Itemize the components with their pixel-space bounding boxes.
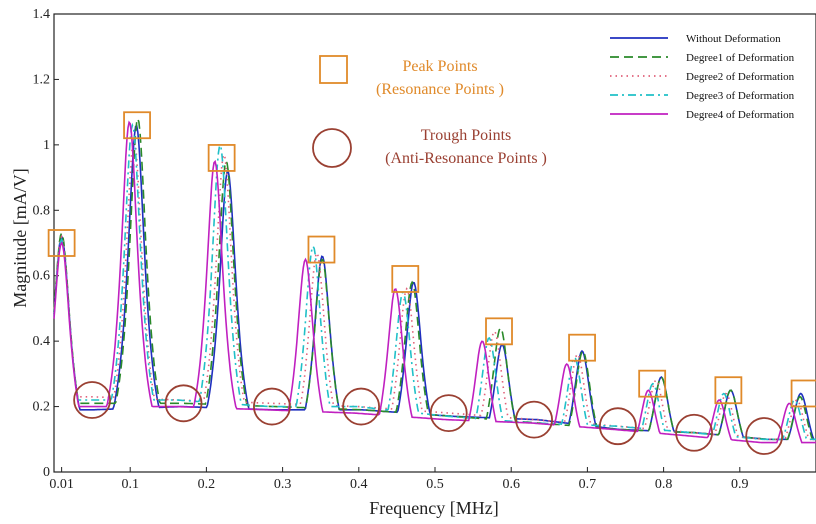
x-tick-label: 0.8 [655, 477, 673, 492]
trough-marker [342, 387, 380, 426]
x-tick-label: 0.1 [121, 477, 139, 492]
peak-marker [207, 144, 236, 172]
legend-label: Degree1 of Deformation [686, 52, 795, 64]
y-tick-label: 0 [43, 465, 50, 480]
y-tick-label: 1 [43, 138, 50, 153]
x-tick-label: 0.4 [350, 477, 368, 492]
y-tick-label: 0.4 [33, 334, 51, 349]
x-tick-label: 0.01 [49, 477, 74, 492]
marker-key: Peak Points (Resonance Points ) Trough Poi… [312, 55, 547, 168]
peak-marker [485, 317, 513, 346]
x-tick-label: 0.5 [426, 477, 444, 492]
axes: 0 0.2 0.4 0.6 0.8 1 1.2 1.4 0.01 0.1 0.2 0.3 0.4 0.5 0… [33, 7, 816, 492]
trough-marker [253, 387, 291, 426]
x-tick-label: 0.3 [274, 477, 292, 492]
legend-label: Without Deformation [686, 33, 781, 45]
x-tick-label: 0.2 [198, 477, 216, 492]
peak-marker [568, 333, 596, 362]
trough-marker [598, 407, 637, 446]
y-tick-label: 1.4 [33, 7, 51, 22]
series-line [53, 122, 816, 441]
legend-box [603, 27, 815, 123]
peak-marker [47, 229, 76, 257]
trough-key-title: Trough Points [421, 127, 512, 144]
y-tick-label: 0.2 [33, 400, 51, 415]
peak-key-title: Peak Points [402, 58, 477, 75]
trough-marker [429, 394, 468, 433]
y-axis-label: Magnitude [mA/V] [10, 168, 30, 307]
y-tick-label: 1.2 [33, 72, 51, 87]
peak-marker [714, 376, 743, 405]
trough-marker [675, 413, 713, 452]
trough-key-subtitle: (Anti-Resonance Points ) [385, 150, 547, 167]
peak-marker [790, 379, 816, 408]
peak-key-square [319, 55, 348, 84]
y-tick-label: 0.8 [33, 203, 51, 218]
series-line [53, 116, 816, 441]
trough-key-circle [312, 128, 352, 168]
peak-marker [391, 265, 420, 293]
legend-label: Degree2 of Deformation [686, 71, 795, 83]
series-line [53, 120, 816, 444]
trough-marker [515, 400, 553, 439]
y-tick-label: 0.6 [33, 269, 51, 284]
peak-marker [638, 369, 667, 398]
trough-marker [73, 381, 111, 419]
annotation-markers [47, 111, 816, 455]
trough-marker [164, 384, 203, 423]
peak-key-subtitle: (Resonance Points ) [376, 81, 504, 98]
peak-marker [123, 111, 151, 140]
legend-label: Degree4 of Deformation [686, 109, 795, 121]
series-curves [53, 116, 816, 444]
x-axis-label: Frequency [MHz] [369, 498, 498, 518]
x-tick-label: 0.7 [579, 477, 597, 492]
x-tick-label: 0.6 [502, 477, 520, 492]
peak-marker [307, 235, 336, 264]
legend-label: Degree3 of Deformation [686, 90, 795, 102]
trough-marker [745, 417, 784, 455]
legend: Without Deformation Degree1 of Deformatio… [603, 27, 815, 123]
x-tick-label: 0.9 [731, 477, 749, 492]
